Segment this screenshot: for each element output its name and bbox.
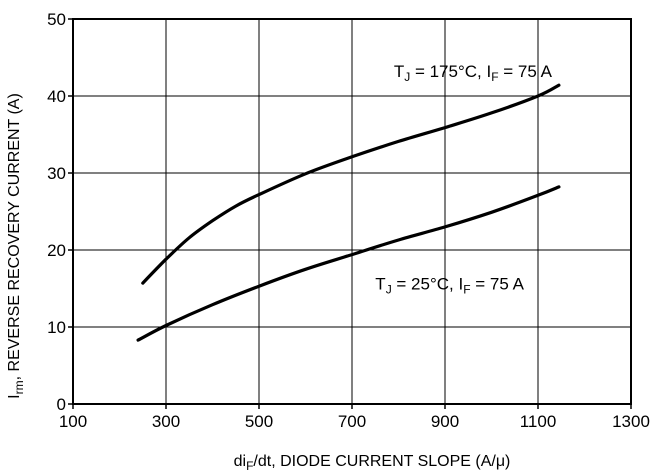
y-tick-label: 0 — [57, 395, 66, 414]
y-tick-label: 20 — [47, 241, 66, 260]
y-tick-label: 10 — [47, 318, 66, 337]
y-tick-label: 50 — [47, 10, 66, 29]
y-tick-label: 40 — [47, 87, 66, 106]
x-tick-label: 900 — [431, 412, 459, 431]
tick-labels: 0 10 20 30 40 50 100 300 500 700 900 1100 1300 — [47, 10, 650, 431]
series-line-25c — [136, 185, 561, 342]
y-tick-label: 30 — [47, 164, 66, 183]
x-tick-label: 500 — [245, 412, 273, 431]
annotation-25c: TJ = 25°C, IF = 75 A — [375, 274, 524, 296]
series — [136, 83, 561, 342]
series-line-175c — [141, 83, 561, 285]
x-tick-label: 300 — [152, 412, 180, 431]
x-tick-label: 1100 — [520, 412, 557, 431]
x-tick-label: 700 — [338, 412, 366, 431]
x-tick-label: 1300 — [612, 412, 650, 431]
x-tick-label: 100 — [59, 412, 87, 431]
x-axis-label: diF/dt, DIODE CURRENT SLOPE (A/μ) — [234, 453, 511, 473]
annotation-175c: TJ = 175°C, IF = 75 A — [394, 62, 553, 84]
y-axis-label: Irm, REVERSE RECOVERY CURRENT (A) — [6, 93, 26, 399]
